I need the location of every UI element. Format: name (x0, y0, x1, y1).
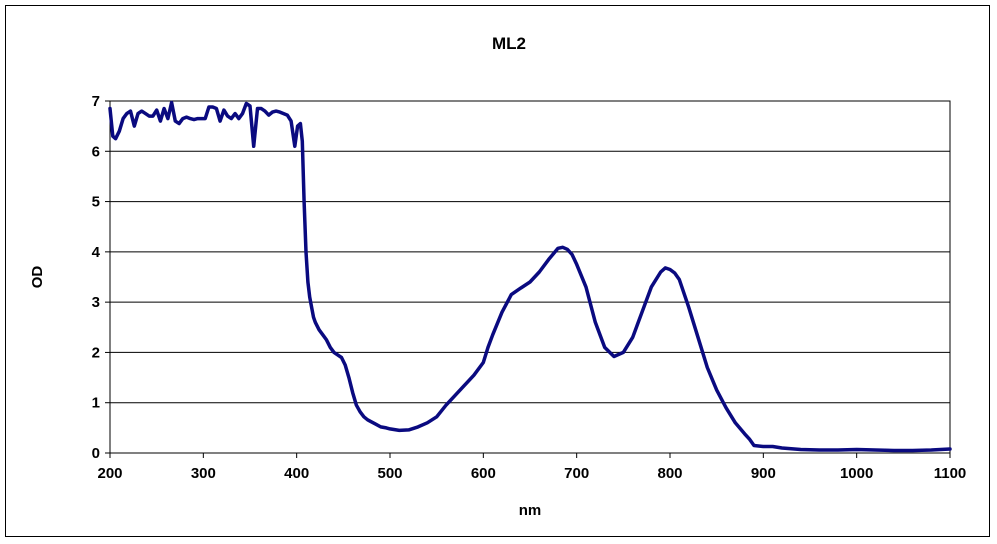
x-tick-label: 1100 (934, 465, 967, 482)
x-tick-label: 200 (97, 465, 122, 482)
x-axis-title: nm (519, 502, 542, 519)
y-tick-label: 1 (92, 395, 100, 412)
gridlines (110, 150, 950, 404)
y-tick-label: 5 (92, 194, 100, 211)
x-tick-label: 500 (377, 465, 402, 482)
chart-title: ML2 (492, 34, 526, 53)
y-axis-title: OD (29, 266, 46, 289)
x-tick-label: 600 (471, 465, 496, 482)
series-line-od (108, 100, 952, 453)
y-tick-label: 3 (92, 294, 100, 311)
x-tick-label: 1000 (840, 465, 873, 482)
y-tick-label: 7 (92, 93, 100, 110)
y-tick-label: 6 (92, 143, 100, 160)
y-tick-label: 2 (92, 344, 100, 361)
plot-area-border (109, 100, 951, 454)
x-tick-label: 800 (657, 465, 682, 482)
x-tick-label: 900 (751, 465, 776, 482)
y-axis-ticks: 0 1 2 3 4 5 6 7 (92, 93, 110, 462)
x-axis-ticks: 200 300 400 500 600 700 800 900 1000 1100 (97, 453, 966, 482)
x-tick-label: 400 (284, 465, 309, 482)
x-tick-label: 700 (564, 465, 589, 482)
y-tick-label: 4 (92, 244, 101, 261)
y-tick-label: 0 (92, 445, 100, 462)
x-tick-label: 300 (191, 465, 216, 482)
